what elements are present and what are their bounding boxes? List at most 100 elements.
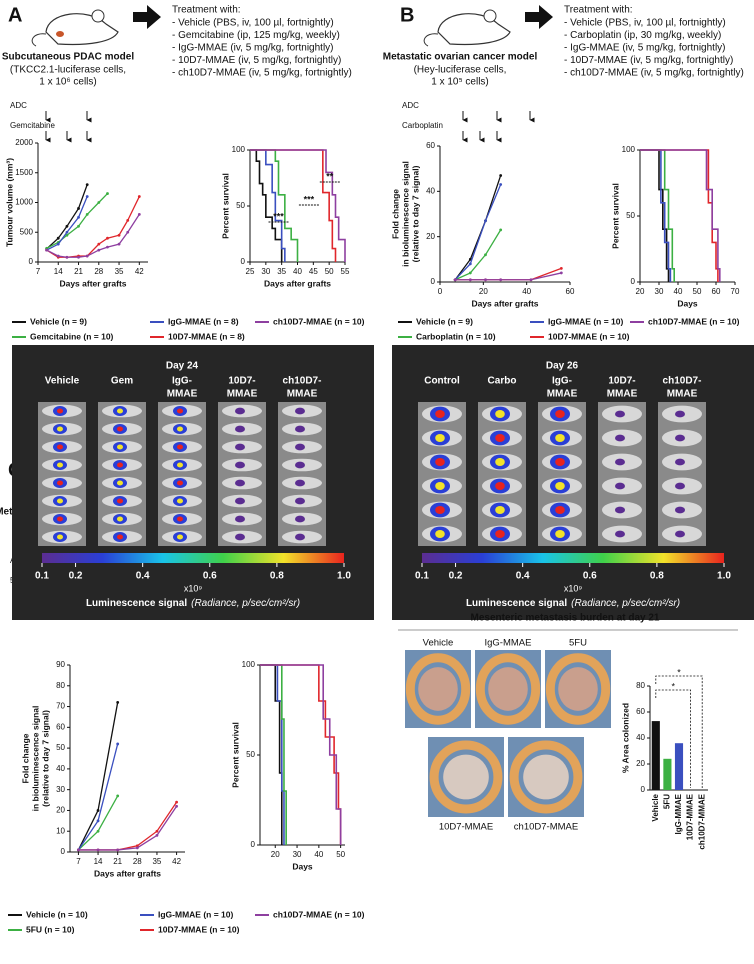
signal-core	[177, 408, 183, 414]
signal-core	[117, 534, 123, 540]
x-tick-label: 40	[522, 287, 531, 296]
model-cells: 1 x 10⁶ cells)	[39, 77, 96, 88]
signal-outer	[615, 482, 625, 490]
series-point	[499, 183, 503, 186]
signal-outer	[675, 458, 685, 466]
series-line	[454, 175, 502, 281]
legend-label: 10D7-MMAE (n = 10)	[158, 924, 240, 934]
legend-label: IgG-MMAE (n = 10)	[158, 909, 233, 919]
series-line	[78, 805, 178, 851]
y-axis-label: (relative to day 7 signal)	[410, 165, 420, 262]
x-tick-label: 42	[135, 267, 144, 276]
signal-core	[435, 482, 445, 490]
signal-core	[435, 410, 445, 418]
signal-outer	[235, 533, 245, 541]
survival-curve	[260, 664, 283, 845]
series-point	[126, 218, 130, 222]
series-point	[65, 255, 69, 259]
mouse-tail	[31, 33, 47, 47]
significance-label: *	[671, 681, 675, 691]
photo-label: Vehicle	[423, 638, 454, 649]
x-axis-label: Days after grafts	[264, 278, 331, 288]
signal-core	[495, 434, 505, 442]
series-point	[97, 242, 101, 246]
colorbar-label-unit: (Radiance, p/sec/cm²/sr)	[571, 598, 680, 609]
image-label: MMAE	[287, 389, 318, 400]
legend-label: 10D7-MMAE (n = 10)	[548, 331, 630, 341]
colorbar-tick-label: 0.2	[69, 571, 83, 582]
signal-core	[555, 410, 565, 418]
colorbar	[422, 553, 724, 563]
signal-core	[177, 498, 183, 504]
signal-outer	[295, 461, 305, 469]
series-point	[85, 195, 89, 198]
schedule-label: Carboplatin	[402, 121, 443, 130]
model-cells: 1 x 10⁵ cells)	[431, 77, 489, 88]
signal-core	[57, 516, 63, 522]
x-tick-label: 50	[325, 267, 334, 276]
x-tick-label: 42	[172, 857, 181, 866]
signal-core	[57, 444, 63, 450]
legend-label: ch10D7-MMAE (n = 10)	[648, 316, 740, 326]
signal-core	[117, 498, 123, 504]
intestine	[545, 653, 611, 725]
model-title: Metastatic ovarian cancer model	[383, 52, 538, 63]
series-point	[135, 844, 139, 848]
y-tick-label: 90	[56, 660, 65, 669]
survival-curve	[250, 149, 346, 262]
significance-label: **	[326, 171, 334, 181]
intestine	[405, 653, 471, 725]
series-point	[135, 846, 139, 850]
series-point	[96, 829, 100, 833]
x-tick-label: ch10D7-MMAE	[697, 793, 706, 849]
series-point	[559, 267, 563, 270]
signal-core	[57, 480, 63, 486]
tumour	[56, 31, 64, 37]
y-tick-label: 50	[626, 211, 635, 220]
series-point	[65, 233, 69, 237]
x-tick-label: 28	[133, 857, 142, 866]
mouse-tail	[423, 33, 439, 47]
signal-outer	[675, 530, 685, 538]
x-axis-label: Days after grafts	[94, 868, 161, 878]
treatment-item: - 10D7-MMAE (iv, 5 mg/kg, fortnightly)	[564, 55, 733, 66]
series-point	[106, 192, 109, 195]
photo-label: IgG-MMAE	[485, 638, 532, 649]
y-axis-label: in bioluminescence signal	[400, 161, 410, 267]
treatment-item: - Vehicle (PBS, iv, 100 µl, fortnightly)	[172, 18, 334, 29]
treatment-item: - IgG-MMAE (iv, 5 mg/kg, fortnightly)	[564, 43, 726, 54]
series-point	[484, 253, 487, 257]
colorbar-tick-label: 0.4	[136, 571, 150, 582]
y-axis-label: Fold change	[20, 733, 30, 783]
series-point	[484, 278, 487, 282]
colorbar-tick-label: 1.0	[337, 571, 351, 582]
y-tick-label: 1500	[15, 168, 33, 177]
image-column	[658, 402, 706, 546]
y-tick-label: 80	[636, 681, 645, 690]
signal-outer	[295, 479, 305, 487]
colorbar-label-main: Luminescence signal	[466, 598, 567, 609]
y-tick-label: 40	[56, 764, 65, 773]
y-axis-label: Percent survival	[230, 722, 240, 788]
x-tick-label: 50	[336, 850, 345, 859]
legend-label: Gemcitabine (n = 10)	[30, 331, 114, 341]
x-tick-label: 25	[246, 267, 255, 276]
colorbar-tick-label: 0.2	[449, 571, 463, 582]
signal-core	[177, 462, 183, 468]
x-axis-label: Days after grafts	[471, 298, 538, 308]
treatment-title: Treatment with:	[564, 5, 633, 16]
series-point	[499, 174, 503, 177]
series-point	[56, 254, 60, 258]
signal-core	[495, 458, 505, 466]
x-tick-label: 35	[115, 267, 124, 276]
colorbar	[42, 553, 344, 563]
photo-label: 10D7-MMAE	[439, 822, 493, 833]
signal-outer	[235, 461, 245, 469]
series-point	[116, 848, 120, 852]
image-label: Control	[424, 376, 460, 387]
mouse-icon	[437, 13, 511, 46]
image-label: Carbo	[488, 376, 517, 387]
signal-outer	[675, 434, 685, 442]
